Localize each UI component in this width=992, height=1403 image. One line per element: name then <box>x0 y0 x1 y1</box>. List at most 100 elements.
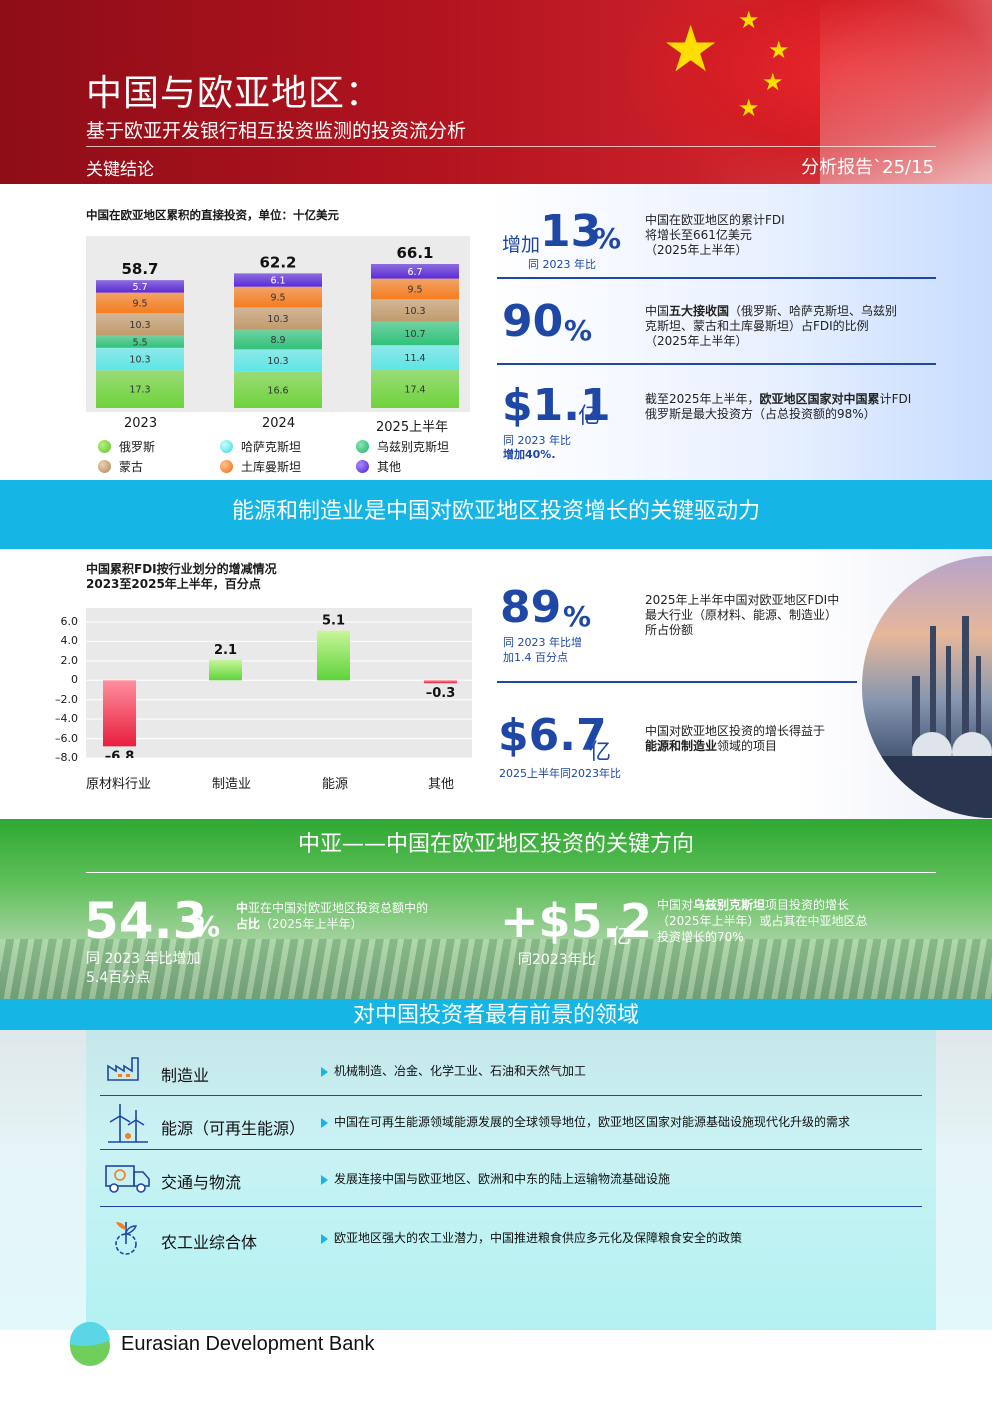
y-tick-label: 2.0 <box>60 653 79 667</box>
desc-text: 领域的项目 <box>717 739 778 753</box>
legend-item: 蒙古 <box>98 458 143 475</box>
area-text-content: 中国在可再生能源领域能源发展的全球领导地位，欧亚地区国家对能源基础设施现代化升级… <box>334 1115 851 1129</box>
legend-label: 蒙古 <box>119 460 144 474</box>
stat-divider <box>497 363 936 365</box>
bar-segment <box>371 278 459 300</box>
stats-panel-background <box>488 184 992 480</box>
y-tick-label: 0 <box>71 673 78 687</box>
stat-sub: 增加40%. <box>503 448 556 461</box>
area-text: 中国在可再生能源领域能源发展的全球领导地位，欧亚地区国家对能源基础设施现代化升级… <box>321 1113 850 1130</box>
bar-segment <box>371 264 459 279</box>
x-tick-label: 其他 <box>428 777 455 792</box>
chart2-title-line: 中国累积FDI按行业划分的增减情况 <box>86 562 277 576</box>
desc-bold: 五大接收国 <box>669 304 730 318</box>
chart2-subtitle: 2023至2025年上半年，百分点 <box>86 577 261 591</box>
stat-sub: 同 2023 年比 <box>503 434 571 447</box>
chart1-title: 中国在欧亚地区累积的直接投资，单位：十亿美元 <box>86 208 339 222</box>
desc-text: 中国对 <box>657 898 694 912</box>
section-divider <box>86 872 936 873</box>
bullet-icon <box>321 1174 328 1185</box>
bar-segment <box>234 273 322 287</box>
stat-sub: 同 2023 年比增 <box>503 636 582 649</box>
header-divider <box>86 146 936 147</box>
bar-segment <box>234 307 322 330</box>
bar <box>317 630 350 681</box>
bar-segment-label: 5.5 <box>132 337 147 348</box>
bar-segment <box>234 349 322 372</box>
area-text-content: 欧亚地区强大的农工业潜力，中国推进粮食供应多元化及保障粮食安全的政策 <box>334 1231 743 1245</box>
report-number: 分析报告`25/15 <box>801 157 934 178</box>
area-text: 欧亚地区强大的农工业潜力，中国推进粮食供应多元化及保障粮食安全的政策 <box>321 1229 742 1246</box>
x-tick-label: 2023 <box>124 416 158 431</box>
small-star-icon: ★ <box>738 94 760 122</box>
y-tick-label: 6.0 <box>60 615 79 628</box>
bullet-icon <box>321 1066 328 1077</box>
desc-text: 截至2025年上半年， <box>645 392 760 406</box>
sprout-gear-icon <box>106 1218 146 1263</box>
section-banner: 对中国投资者最有前景的领域 <box>0 999 992 1035</box>
bar-segment <box>371 345 459 371</box>
bar-segment-label: 6.7 <box>407 267 422 278</box>
bar-segment-label: 9.5 <box>270 293 285 304</box>
desc-line: 将增长至661亿美元 <box>645 228 752 242</box>
stat-value: 89 <box>500 582 562 633</box>
bar-segment-label: 11.4 <box>404 353 425 364</box>
bar-segment-label: 8.9 <box>270 335 285 346</box>
bar-segment-label: 17.3 <box>129 385 150 396</box>
stat-sub: 加1.4 百分点 <box>503 651 568 664</box>
stat-unit: % <box>563 600 592 633</box>
bar-value-label: –0.3 <box>426 686 456 701</box>
bar-segment-label: 6.1 <box>270 276 285 287</box>
bar-segment-label: 10.3 <box>267 356 288 367</box>
bar <box>424 680 457 684</box>
desc-line: 中国对欧亚地区投资的增长得益于 <box>645 724 826 738</box>
bar-segment <box>371 370 459 408</box>
legend-swatch <box>220 440 233 453</box>
bar-segment <box>96 313 184 336</box>
legend-item: 俄罗斯 <box>98 438 155 455</box>
areas-panel <box>86 1030 936 1330</box>
area-text-content: 机械制造、冶金、化学工业、石油和天然气加工 <box>334 1064 587 1078</box>
legend-label: 土库曼斯坦 <box>241 460 302 474</box>
desc-line: 最大行业（原材料、能源、制造业） <box>645 608 838 622</box>
desc-text: （2025年上半年） <box>260 917 363 931</box>
y-tick-label: –4.0 <box>55 712 78 726</box>
desc-text: 项目投资的增长 <box>765 898 850 912</box>
stat-sub: 2025上半年同2023年比 <box>499 767 621 780</box>
stat-sub: 同 2023 年比 <box>528 258 596 271</box>
bar-segment-label: 10.3 <box>129 320 150 331</box>
bar-segment <box>96 370 184 408</box>
bar-value-label: –6.8 <box>105 749 135 758</box>
bar-total-label: 66.1 <box>396 244 433 262</box>
y-tick-label: –8.0 <box>55 751 78 764</box>
bar-segment <box>234 286 322 308</box>
desc-line: 2025年上半年中国对欧亚地区FDI中 <box>645 593 840 607</box>
small-star-icon: ★ <box>738 6 760 34</box>
bar-segment-label: 16.6 <box>267 385 288 396</box>
bar-segment-label: 10.3 <box>129 355 150 366</box>
desc-text: 计FDI <box>879 392 912 406</box>
legend-item: 土库曼斯坦 <box>220 458 301 475</box>
bar-segment-label: 10.7 <box>404 329 425 340</box>
bar-value-label: 2.1 <box>214 643 237 658</box>
legend-label: 哈萨克斯坦 <box>241 440 302 454</box>
y-tick-label: –6.0 <box>55 731 78 745</box>
bar-segment <box>234 371 322 408</box>
stat-unit: % <box>192 910 221 943</box>
page-title: 中国与欧亚地区： <box>86 73 383 114</box>
legend-item: 乌兹别克斯坦 <box>356 438 449 455</box>
section-banner: 能源和制造业是中国对欧亚地区投资增长的关键驱动力 <box>0 480 992 549</box>
stat-description: 中国对乌兹别克斯坦项目投资的增长 （2025年上半年）或占其在中亚地区总 投资增… <box>657 897 868 945</box>
stat-unit: 亿 <box>611 924 631 948</box>
desc-bold: 欧亚地区国家对中国累 <box>759 392 880 406</box>
stat-sub: 同2023年比 <box>518 952 596 968</box>
area-label: 交通与物流 <box>161 1173 242 1192</box>
area-label: 制造业 <box>161 1066 210 1085</box>
row-divider <box>100 1206 922 1207</box>
brand-name: Eurasian Development Bank <box>121 1333 375 1355</box>
bar-segment <box>96 347 184 371</box>
stat-description: 中亚在中国对欧亚地区投资总额中的 占比（2025年上半年） <box>236 900 428 932</box>
factory-icon <box>106 1056 144 1087</box>
truck-icon <box>104 1160 152 1199</box>
bar-segment-label: 10.3 <box>267 314 288 325</box>
